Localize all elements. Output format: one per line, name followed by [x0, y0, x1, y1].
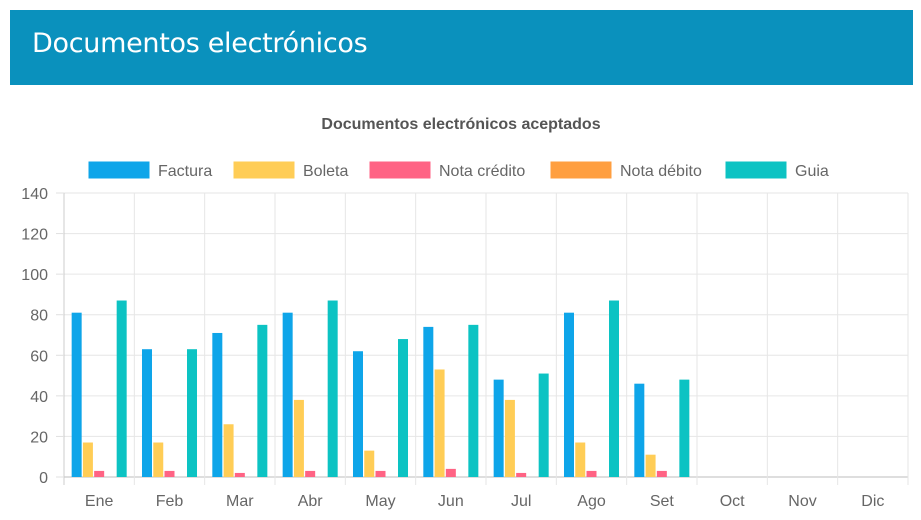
page-header: Documentos electrónicos	[10, 10, 913, 85]
bar[interactable]	[563, 312, 574, 477]
bar[interactable]	[94, 470, 105, 477]
bar[interactable]	[257, 324, 268, 477]
x-tick-label: Oct	[720, 493, 745, 510]
bar[interactable]	[234, 472, 245, 477]
bar[interactable]	[445, 468, 456, 477]
bar[interactable]	[493, 379, 504, 477]
bar[interactable]	[586, 470, 597, 477]
y-tick-label: 140	[21, 186, 48, 203]
legend-swatch[interactable]	[87, 160, 151, 180]
bar[interactable]	[153, 442, 164, 477]
bar[interactable]	[82, 442, 93, 477]
bar[interactable]	[364, 450, 375, 477]
page-title: Documentos electrónicos	[32, 28, 368, 59]
x-tick-label: Jul	[511, 493, 531, 510]
chart-bars	[71, 300, 690, 477]
legend-label[interactable]: Boleta	[303, 163, 348, 180]
bar[interactable]	[634, 383, 645, 477]
bar[interactable]	[398, 339, 409, 477]
bar[interactable]	[434, 369, 445, 477]
bar[interactable]	[71, 312, 82, 477]
legend-swatch[interactable]	[549, 160, 613, 180]
bar[interactable]	[679, 379, 690, 477]
bar[interactable]	[645, 454, 656, 477]
y-tick-label: 100	[21, 267, 48, 284]
y-axis: 0 20 40 60 80 100 120 140	[21, 186, 64, 487]
bar[interactable]	[375, 470, 386, 477]
bar[interactable]	[164, 470, 175, 477]
bar[interactable]	[352, 351, 363, 477]
bar[interactable]	[187, 349, 198, 477]
y-tick-label: 60	[30, 348, 48, 365]
bar[interactable]	[141, 349, 152, 477]
x-axis: Ene Feb Mar Abr May Jun Jul Ago Set Oct Nov Dic	[85, 493, 884, 510]
bar[interactable]	[538, 373, 549, 477]
legend-label[interactable]: Nota crédito	[439, 163, 525, 180]
bar[interactable]	[212, 332, 223, 477]
bar[interactable]	[468, 324, 479, 477]
x-tick-label: Dic	[861, 493, 884, 510]
x-tick-label: Ene	[85, 493, 114, 510]
bar[interactable]	[656, 470, 667, 477]
legend-swatch[interactable]	[232, 160, 296, 180]
x-tick-label: Nov	[788, 493, 816, 510]
bar[interactable]	[305, 470, 316, 477]
bar[interactable]	[504, 399, 515, 477]
legend-swatch[interactable]	[368, 160, 432, 180]
x-tick-label: Ago	[577, 493, 606, 510]
bar[interactable]	[423, 326, 434, 477]
bar[interactable]	[516, 472, 527, 477]
bar[interactable]	[327, 300, 338, 477]
y-tick-label: 120	[21, 227, 48, 244]
x-tick-label: May	[365, 493, 395, 510]
y-tick-label: 80	[30, 308, 48, 325]
bar[interactable]	[223, 424, 234, 477]
x-tick-label: Abr	[298, 493, 324, 510]
y-tick-label: 0	[39, 470, 48, 487]
bar[interactable]	[282, 312, 293, 477]
chart-title: Documentos electrónicos aceptados	[321, 116, 600, 133]
chart-legend: Factura Boleta Nota crédito Nota débito Guia	[87, 160, 829, 180]
bar[interactable]	[575, 442, 586, 477]
chart-grid	[63, 192, 909, 485]
bar[interactable]	[293, 399, 304, 477]
legend-label[interactable]: Nota débito	[620, 163, 702, 180]
legend-label[interactable]: Factura	[158, 163, 212, 180]
bar[interactable]	[609, 300, 620, 477]
legend-swatch[interactable]	[724, 160, 788, 180]
bar[interactable]	[116, 300, 127, 477]
legend-label[interactable]: Guia	[795, 163, 829, 180]
y-tick-label: 20	[30, 429, 48, 446]
x-tick-label: Jun	[438, 493, 464, 510]
y-tick-label: 40	[30, 389, 48, 406]
x-tick-label: Feb	[156, 493, 184, 510]
x-tick-label: Mar	[226, 493, 254, 510]
x-tick-label: Set	[650, 493, 675, 510]
